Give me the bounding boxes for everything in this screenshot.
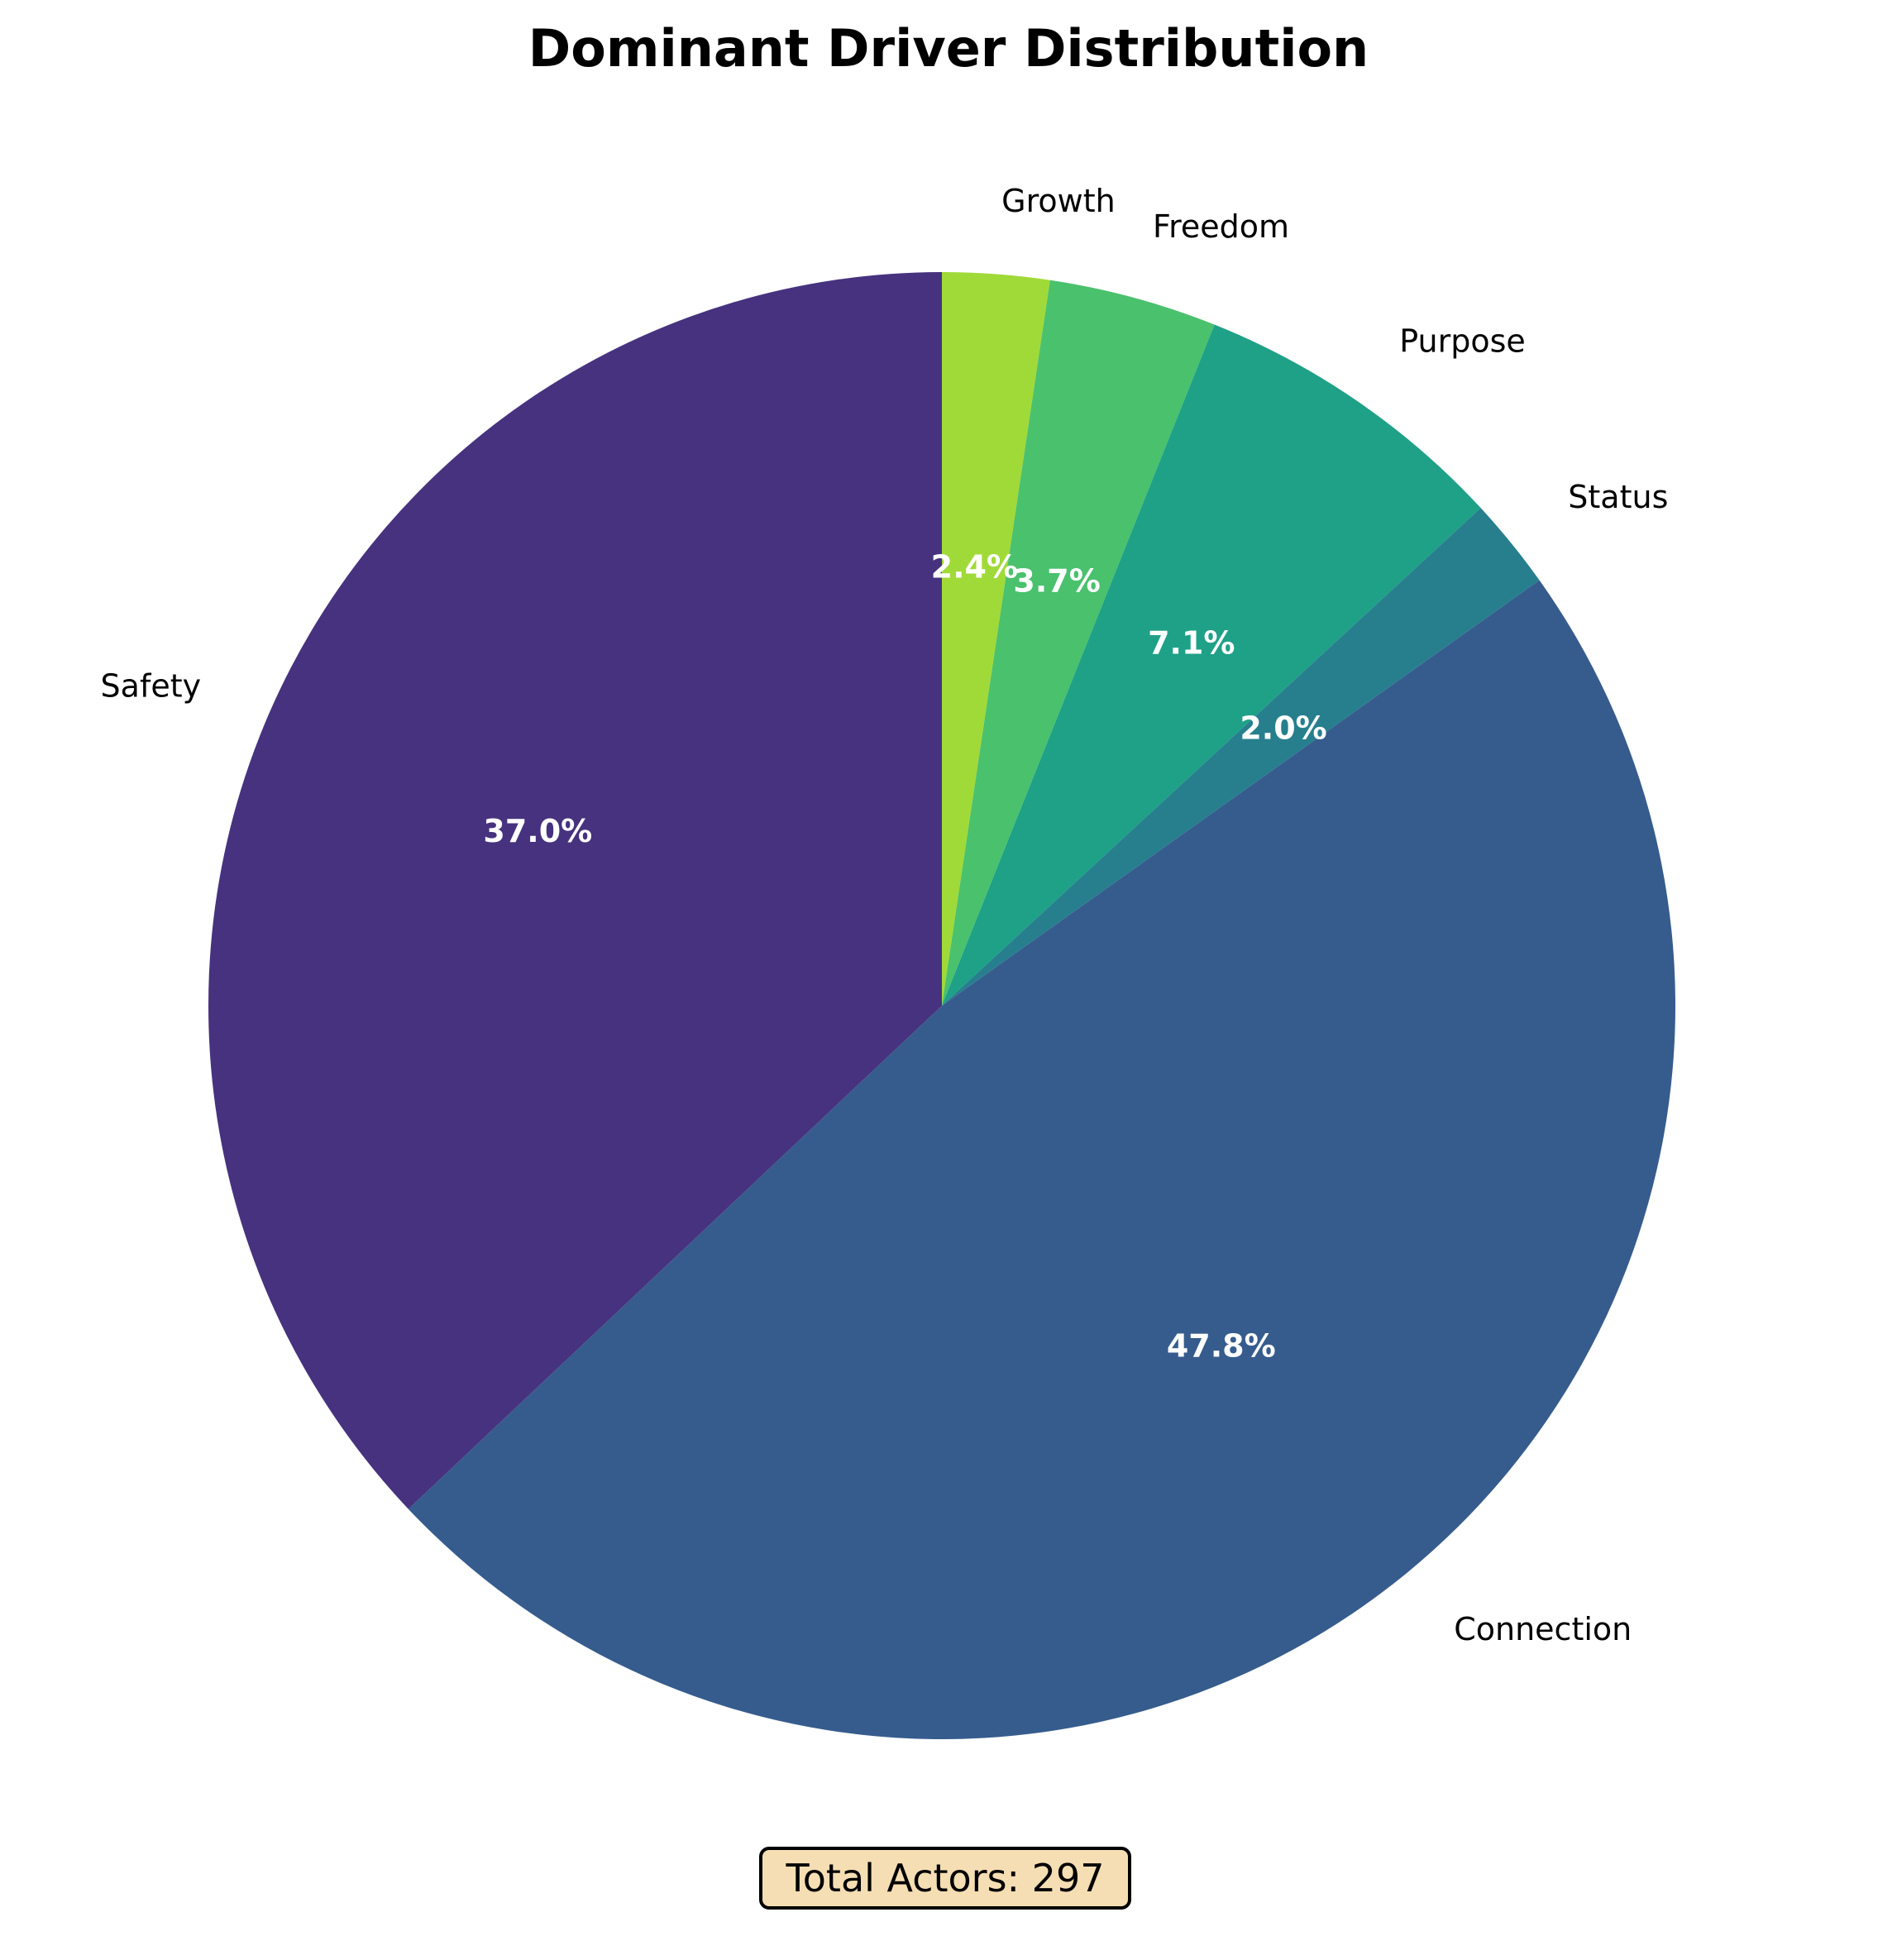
pct-label-status: 2.0% <box>1240 710 1326 746</box>
pie-slice-freedom <box>942 280 1215 1006</box>
pie-slice-growth <box>942 272 1050 1006</box>
slice-label-purpose: Purpose <box>1399 323 1526 359</box>
slice-label-connection: Connection <box>1454 1611 1632 1647</box>
total-actors-text: Total Actors: 297 <box>786 1856 1105 1900</box>
total-actors-badge: Total Actors: 297 <box>759 1847 1131 1910</box>
pie-slice-safety <box>208 272 943 1509</box>
pie-slice-purpose <box>942 324 1481 1006</box>
pie-slice-labels: Growth Freedom Purpose Status Connection Safe… <box>101 183 1669 1647</box>
pct-label-safety: 37.0% <box>483 813 592 849</box>
pie-slice-status <box>942 508 1540 1006</box>
pie-slices <box>208 272 1675 1739</box>
pct-label-freedom: 3.7% <box>1013 562 1100 599</box>
pie-percent-labels: 2.4%3.7% 7.1% 2.0% 47.8% 37.0% <box>483 548 1326 1364</box>
pct-label-growth: 2.4% <box>931 548 1018 585</box>
slice-label-status: Status <box>1568 479 1668 515</box>
pct-label-connection: 47.8% <box>1167 1327 1276 1364</box>
pct-label-purpose: 7.1% <box>1148 625 1235 662</box>
chart-title: Dominant Driver Distribution <box>528 18 1369 79</box>
pie-slice-connection <box>408 580 1675 1739</box>
slice-label-freedom: Freedom <box>1153 208 1289 245</box>
slice-label-safety: Safety <box>101 668 202 705</box>
slice-label-growth: Growth <box>1001 183 1116 219</box>
